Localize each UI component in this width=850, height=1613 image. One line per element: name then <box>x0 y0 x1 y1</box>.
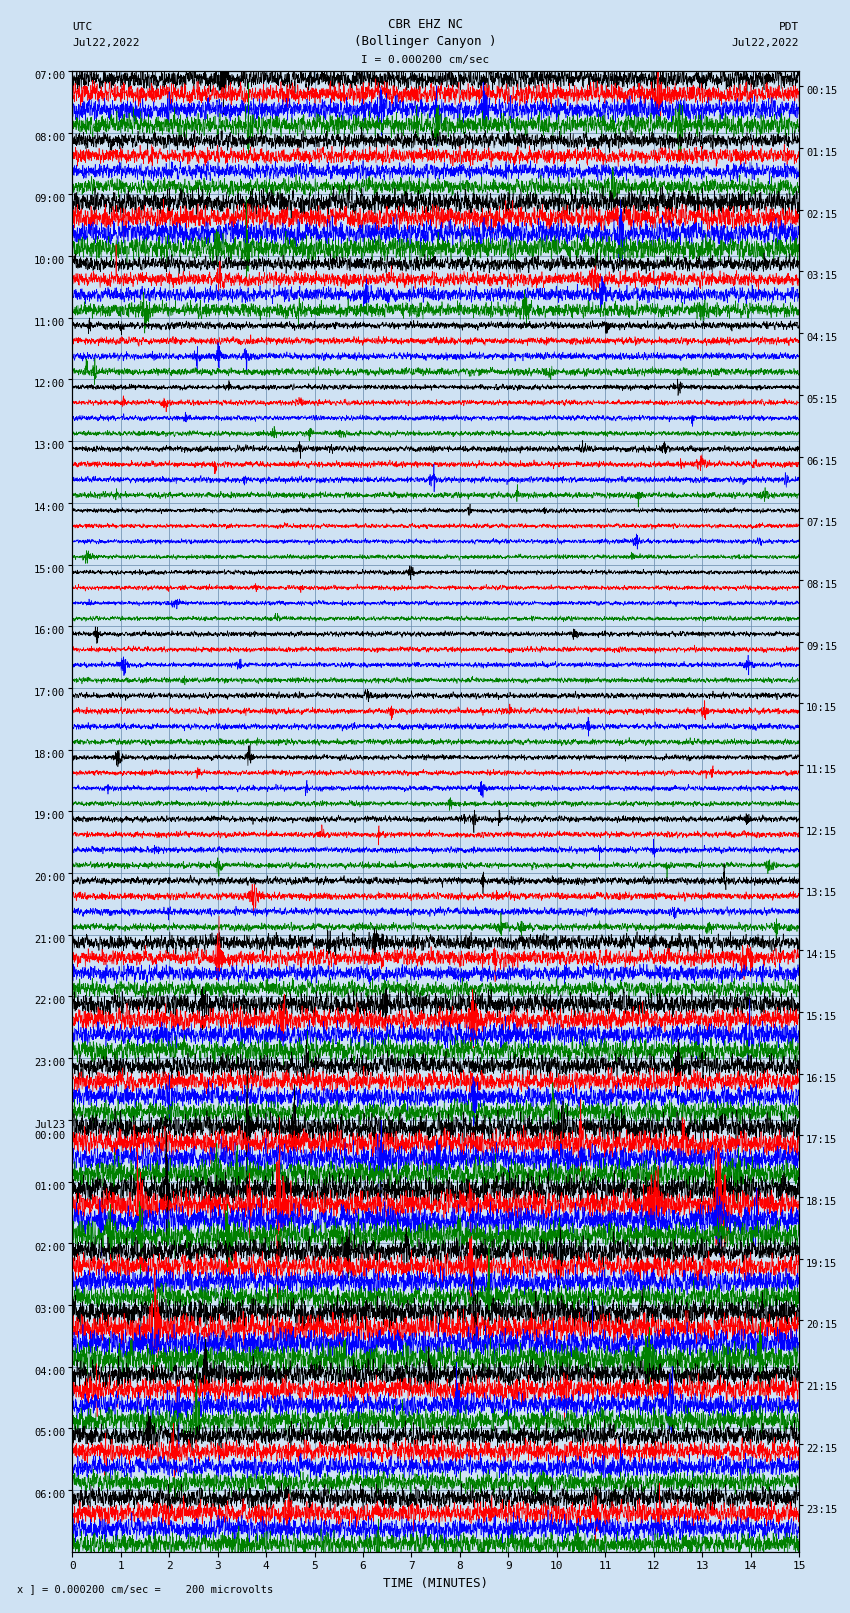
Text: Jul22,2022: Jul22,2022 <box>732 39 799 48</box>
Text: I = 0.000200 cm/sec: I = 0.000200 cm/sec <box>361 55 489 65</box>
Text: (Bollinger Canyon ): (Bollinger Canyon ) <box>354 35 496 48</box>
Text: PDT: PDT <box>779 23 799 32</box>
Text: CBR EHZ NC: CBR EHZ NC <box>388 18 462 31</box>
X-axis label: TIME (MINUTES): TIME (MINUTES) <box>383 1578 488 1590</box>
Text: x ] = 0.000200 cm/sec =    200 microvolts: x ] = 0.000200 cm/sec = 200 microvolts <box>17 1584 273 1594</box>
Text: Jul22,2022: Jul22,2022 <box>72 39 139 48</box>
Text: UTC: UTC <box>72 23 93 32</box>
